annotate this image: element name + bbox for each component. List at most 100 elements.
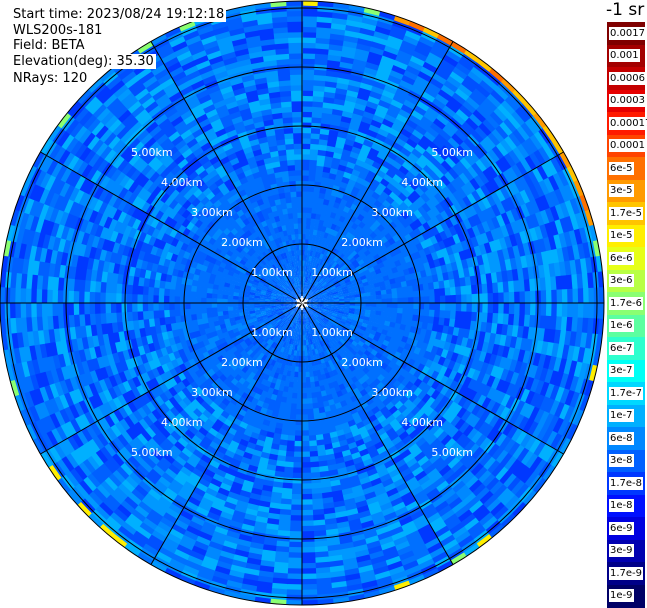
range-gate-cell <box>308 290 314 296</box>
range-gate-cell <box>339 281 347 286</box>
range-gate-cell <box>426 106 441 119</box>
range-gate-cell <box>395 182 406 193</box>
range-gate-cell <box>527 170 540 186</box>
range-gate-cell <box>377 182 388 192</box>
range-gate-cell <box>313 287 319 293</box>
range-gate-cell <box>313 267 318 274</box>
range-gate-cell <box>435 202 446 214</box>
range-gate-cell <box>316 26 333 34</box>
range-gate-cell <box>362 161 373 171</box>
range-gate-cell <box>519 291 526 304</box>
range-gate-cell <box>476 199 488 213</box>
range-gate-cell <box>416 233 426 244</box>
range-gate-cell <box>524 291 531 304</box>
range-gate-cell <box>312 90 326 98</box>
range-gate-cell <box>515 107 531 124</box>
range-gate-cell <box>360 22 378 32</box>
range-gate-cell <box>330 275 337 282</box>
range-gate-cell <box>325 70 340 78</box>
range-gate-cell <box>386 150 399 161</box>
range-gate-cell <box>508 180 521 196</box>
range-gate-cell <box>325 277 332 284</box>
range-gate-cell <box>311 111 323 119</box>
range-gate-cell <box>302 233 306 240</box>
range-gate-cell <box>326 145 336 153</box>
range-gate-cell <box>313 79 327 87</box>
range-gate-cell <box>493 85 510 102</box>
range-gate-cell <box>311 267 316 274</box>
range-gate-cell <box>378 99 392 110</box>
range-gate-cell <box>351 168 362 178</box>
range-gate-cell <box>487 132 502 147</box>
range-gate-cell <box>413 104 428 117</box>
range-gate-cell <box>412 162 424 174</box>
range-gate-cell <box>309 148 319 156</box>
range-gate-cell <box>406 137 419 149</box>
range-gate-cell <box>487 148 501 164</box>
range-gate-cell <box>303 286 306 293</box>
range-gate-cell <box>306 276 310 283</box>
range-gate-cell <box>561 289 568 305</box>
range-gate-cell <box>567 303 574 319</box>
range-gate-cell <box>429 122 444 135</box>
range-gate-cell <box>514 291 521 304</box>
range-gate-cell <box>588 287 595 305</box>
range-gate-cell <box>324 285 331 290</box>
range-gate-cell <box>458 172 471 186</box>
range-gate-cell <box>289 520 302 527</box>
range-gate-cell <box>310 138 320 145</box>
range-gate-cell <box>305 294 310 299</box>
range-gate-cell <box>367 95 382 106</box>
range-gate-cell <box>324 276 331 282</box>
range-gate-cell <box>325 210 333 218</box>
range-gate-cell <box>440 174 452 187</box>
range-gate-cell <box>297 377 302 384</box>
range-gate-cell <box>377 127 390 138</box>
range-gate-cell <box>319 128 331 136</box>
range-gate-cell <box>323 249 329 256</box>
range-gate-cell <box>305 366 310 373</box>
range-gate-cell <box>318 144 328 152</box>
range-gate-cell <box>310 284 315 291</box>
range-gate-cell <box>312 286 317 292</box>
range-gate-cell <box>288 541 302 548</box>
range-gate-cell <box>325 256 332 264</box>
range-gate-cell <box>450 179 462 192</box>
range-gate-cell <box>302 153 311 160</box>
range-gate-cell <box>327 280 334 286</box>
range-gate-cell <box>538 146 552 164</box>
range-gate-cell <box>531 167 545 184</box>
range-gate-cell <box>309 228 315 235</box>
range-gate-cell <box>412 176 423 188</box>
range-gate-cell <box>347 273 355 280</box>
range-gate-cell <box>343 276 350 282</box>
range-gate-cell <box>370 303 377 308</box>
range-gate-cell <box>395 169 407 180</box>
range-gate-cell <box>359 81 374 92</box>
range-gate-cell <box>301 414 309 421</box>
range-gate-cell <box>351 63 367 73</box>
range-gate-cell <box>420 192 431 204</box>
range-gate-cell <box>308 271 313 278</box>
range-gate-cell <box>385 39 403 51</box>
range-gate-cell <box>456 187 468 200</box>
range-gate-cell <box>407 59 424 72</box>
range-gate-cell <box>289 408 297 415</box>
range-gate-cell <box>485 114 501 130</box>
range-gate-cell <box>381 89 396 100</box>
range-gate-cell <box>302 159 311 166</box>
range-gate-cell <box>380 55 397 66</box>
range-gate-cell <box>301 499 313 506</box>
range-gate-cell <box>344 278 352 284</box>
range-gate-cell <box>294 430 302 437</box>
range-gate-cell <box>408 152 420 164</box>
range-gate-cell <box>302 196 309 203</box>
range-gate-cell <box>308 283 312 289</box>
range-gate-cell <box>314 218 321 226</box>
range-gate-cell <box>321 254 327 261</box>
range-gate-cell <box>529 134 544 151</box>
range-gate-cell <box>354 48 371 58</box>
range-gate-cell <box>572 303 579 319</box>
range-gate-cell <box>405 170 417 182</box>
range-gate-cell <box>417 205 428 217</box>
